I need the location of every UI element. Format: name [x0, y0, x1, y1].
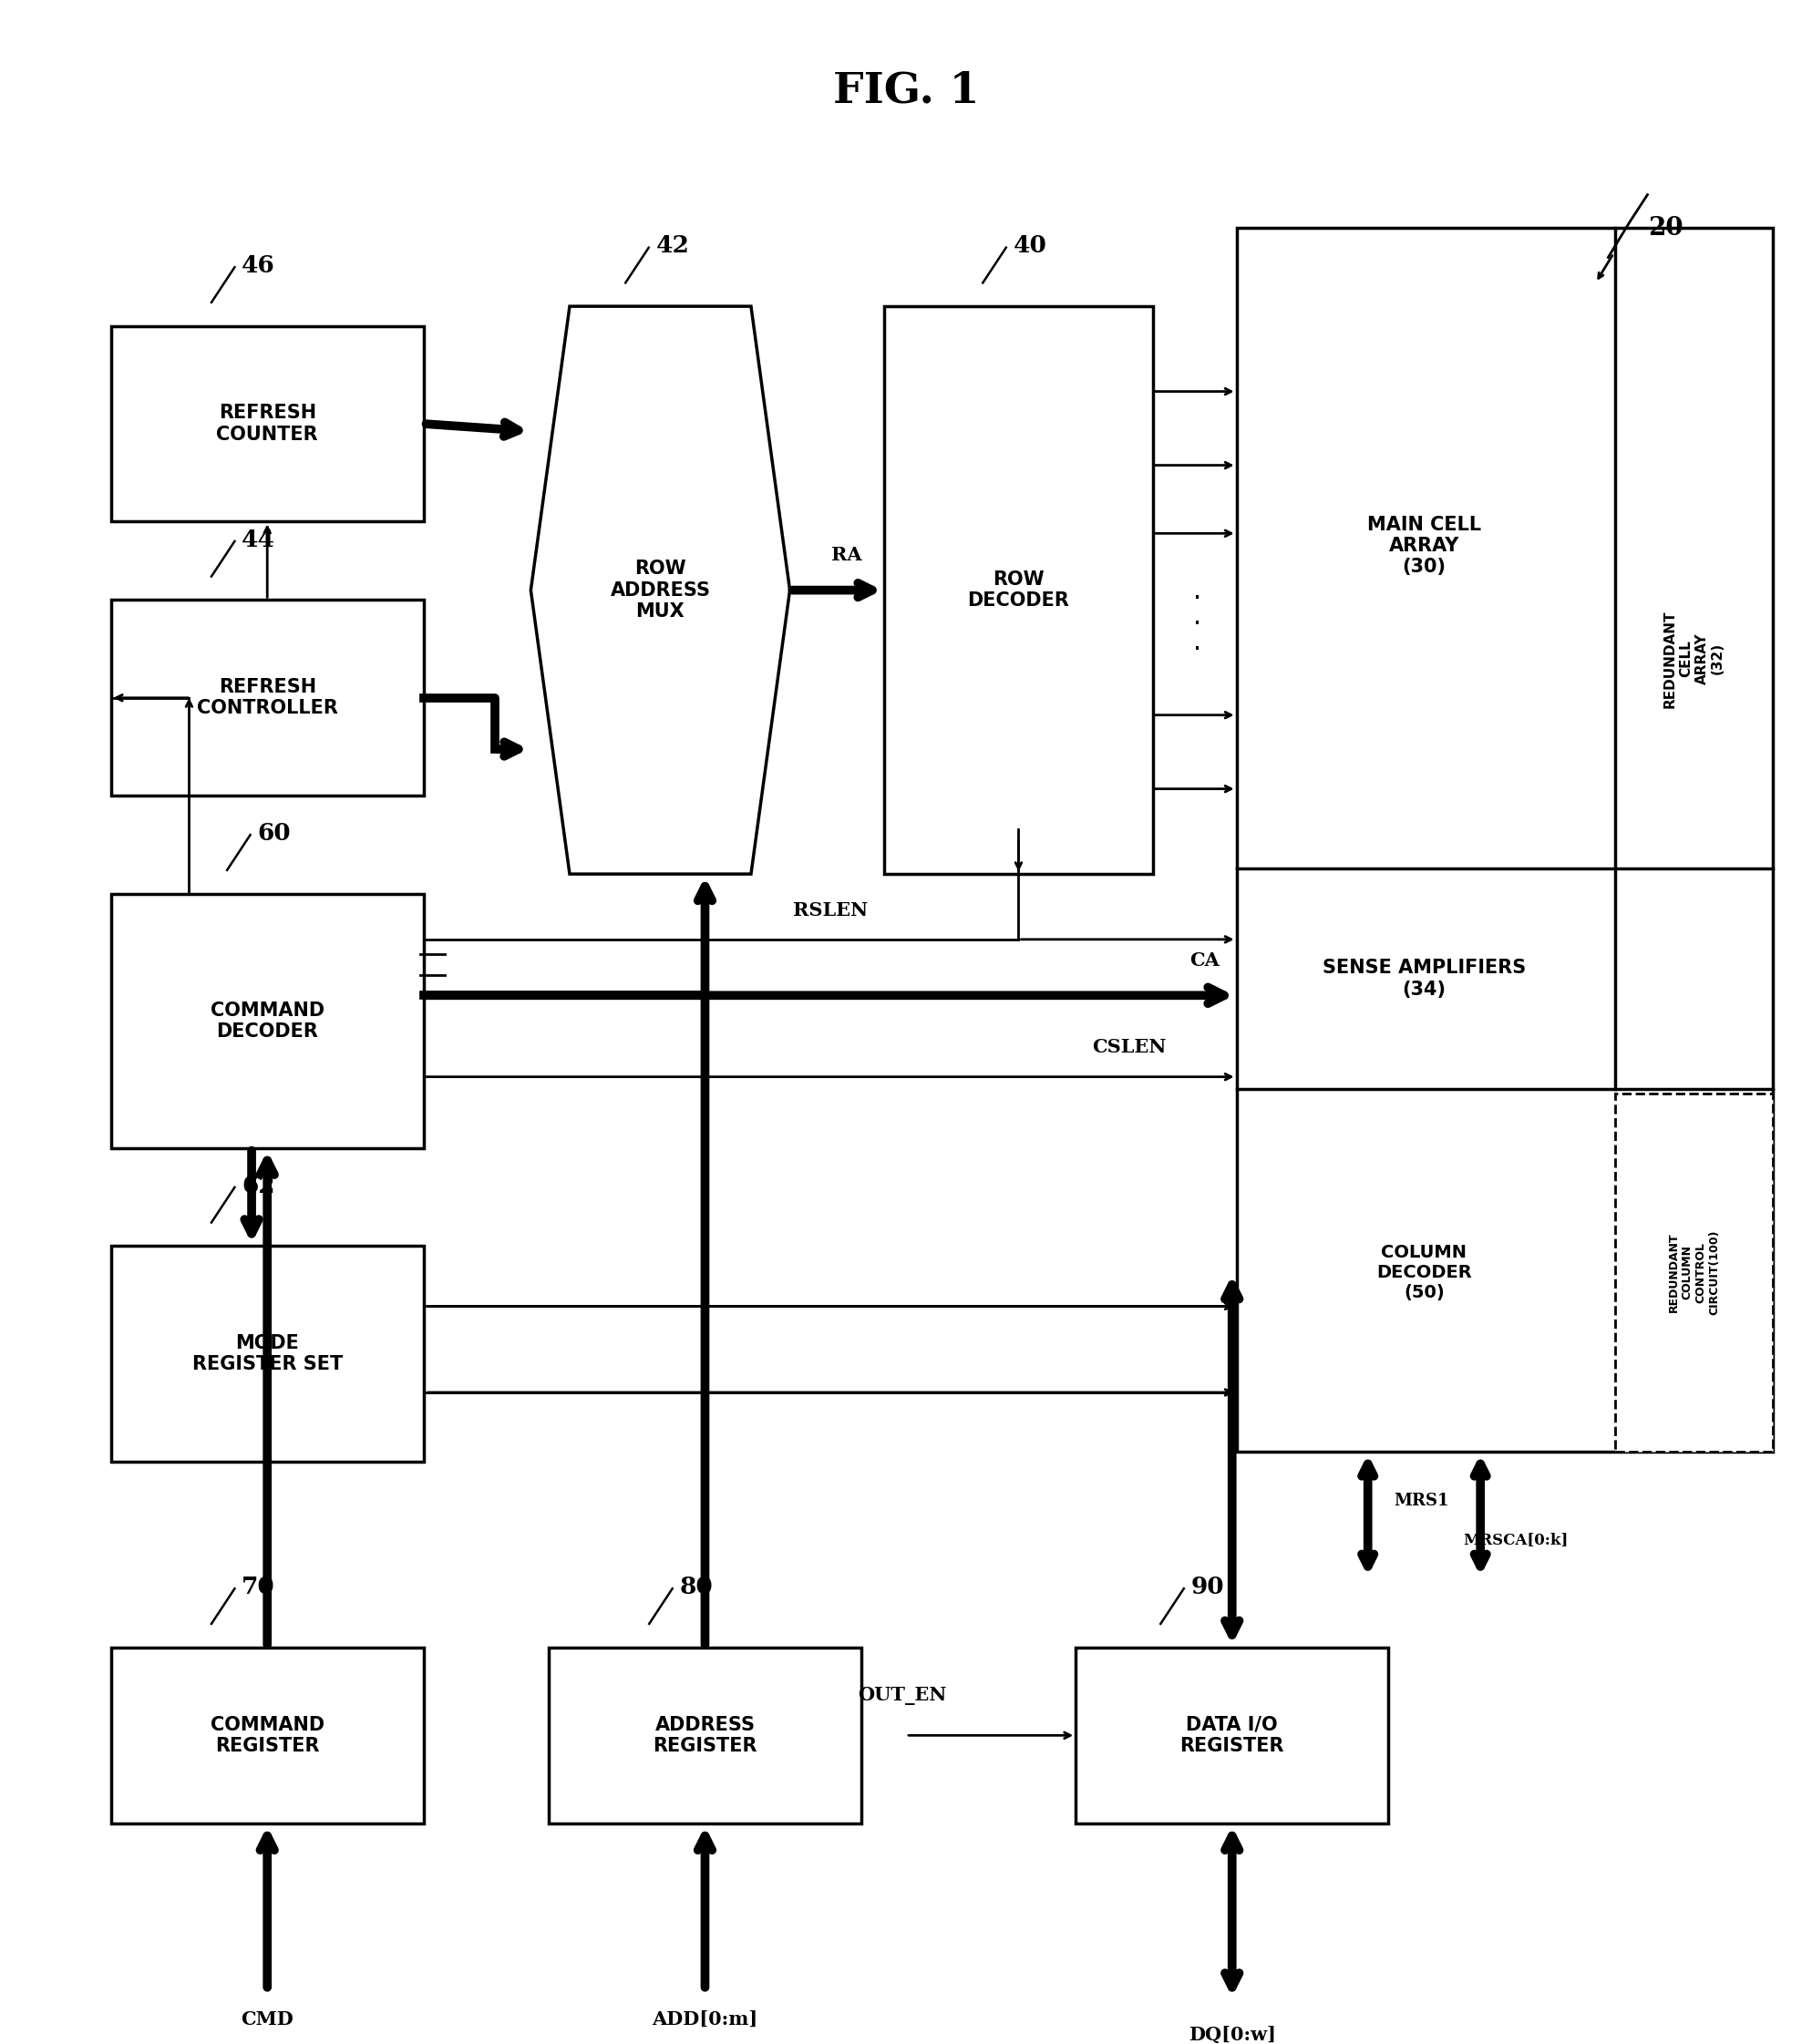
Text: FIG. 1: FIG. 1 [834, 69, 978, 112]
Text: REDUNDANT
COLUMN
CONTROL
CIRCUIT(100): REDUNDANT COLUMN CONTROL CIRCUIT(100) [1667, 1230, 1720, 1314]
Text: DATA I/O
REGISTER: DATA I/O REGISTER [1180, 1715, 1285, 1756]
Text: 20: 20 [1647, 217, 1683, 241]
Text: 80: 80 [680, 1576, 714, 1598]
FancyBboxPatch shape [1236, 229, 1772, 1451]
Text: ADDRESS
REGISTER: ADDRESS REGISTER [652, 1715, 757, 1756]
FancyBboxPatch shape [111, 1247, 424, 1461]
FancyBboxPatch shape [1614, 1094, 1772, 1451]
FancyBboxPatch shape [1076, 1647, 1388, 1823]
Text: ADD[0:m]: ADD[0:m] [652, 2009, 757, 2028]
Text: MRSCA[0:k]: MRSCA[0:k] [1464, 1531, 1569, 1547]
Text: COMMAND
REGISTER: COMMAND REGISTER [210, 1715, 324, 1756]
FancyBboxPatch shape [549, 1647, 861, 1823]
FancyBboxPatch shape [111, 893, 424, 1149]
Text: OUT_EN: OUT_EN [859, 1686, 948, 1705]
Text: DQ[0:w]: DQ[0:w] [1189, 2026, 1276, 2044]
Text: SENSE AMPLIFIERS
(34): SENSE AMPLIFIERS (34) [1323, 959, 1526, 997]
FancyBboxPatch shape [884, 307, 1152, 875]
Text: 44: 44 [241, 527, 275, 552]
Text: ·
·
·: · · · [1190, 589, 1203, 660]
FancyBboxPatch shape [111, 601, 424, 795]
Text: 40: 40 [1013, 235, 1047, 258]
Text: ROW
DECODER: ROW DECODER [968, 570, 1069, 609]
Text: CMD: CMD [241, 2009, 294, 2028]
Text: MAIN CELL
ARRAY
(30): MAIN CELL ARRAY (30) [1366, 515, 1480, 576]
Text: MODE
REGISTER SET: MODE REGISTER SET [192, 1335, 342, 1374]
FancyBboxPatch shape [111, 1647, 424, 1823]
Text: 62: 62 [241, 1173, 275, 1198]
Text: REFRESH
COUNTER: REFRESH COUNTER [216, 405, 319, 444]
Text: MRS1: MRS1 [1393, 1492, 1450, 1508]
Text: ROW
ADDRESS
MUX: ROW ADDRESS MUX [611, 560, 710, 621]
Text: CSLEN: CSLEN [1093, 1038, 1167, 1057]
Text: 46: 46 [241, 253, 275, 276]
Text: REFRESH
CONTROLLER: REFRESH CONTROLLER [198, 679, 337, 717]
Polygon shape [531, 307, 790, 875]
FancyBboxPatch shape [111, 325, 424, 521]
Text: COLUMN
DECODER
(50): COLUMN DECODER (50) [1377, 1243, 1471, 1302]
Text: CA: CA [1189, 950, 1219, 969]
Text: COMMAND
DECODER: COMMAND DECODER [210, 1002, 324, 1040]
Text: 90: 90 [1190, 1576, 1225, 1598]
Text: 70: 70 [241, 1576, 275, 1598]
Text: REDUNDANT
CELL
ARRAY
(32): REDUNDANT CELL ARRAY (32) [1663, 609, 1725, 707]
Text: 60: 60 [257, 822, 290, 844]
Text: RA: RA [832, 546, 861, 564]
Text: RSLEN: RSLEN [792, 901, 868, 920]
Text: 42: 42 [656, 235, 690, 258]
